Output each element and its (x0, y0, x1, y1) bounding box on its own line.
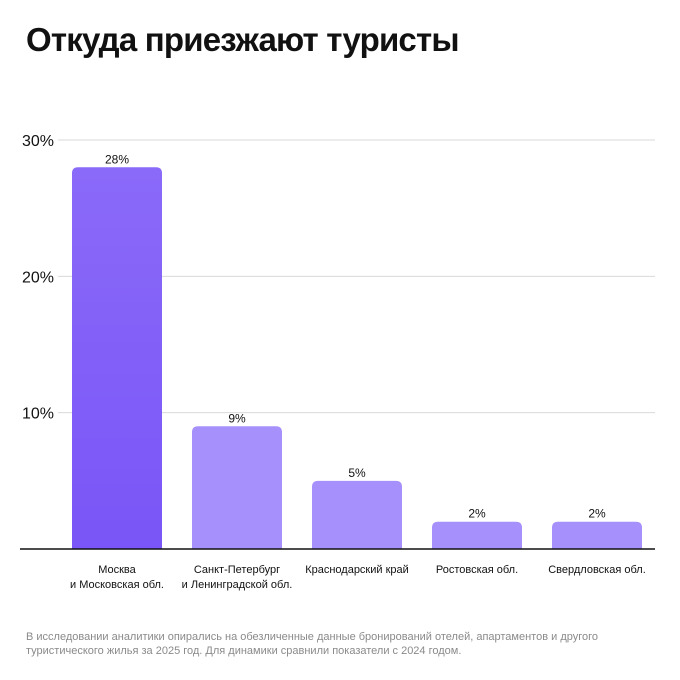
value-labels: 28% 9% 5% 2% 2% (105, 152, 606, 520)
bar-value-label: 9% (228, 411, 246, 425)
chart-title: Откуда приезжают туристы (26, 21, 460, 58)
bars (72, 167, 642, 549)
y-tick-label: 30% (22, 133, 54, 150)
y-tick-label: 20% (22, 269, 54, 286)
bar (552, 521, 642, 549)
bar-value-label: 5% (348, 466, 366, 480)
bar (72, 167, 162, 549)
category-labels: Москва и Московская обл. Санкт-Петербург и … (70, 564, 646, 591)
bar (312, 480, 402, 549)
bar-value-label: 2% (468, 507, 486, 521)
footnote: В исследовании аналитики опирались на об… (26, 631, 599, 657)
category-label: Ростовская обл. (436, 564, 518, 576)
category-label: Москва (98, 564, 136, 576)
bar (192, 426, 282, 549)
category-label: Санкт-Петербург (194, 564, 280, 576)
bar-value-label: 2% (588, 507, 606, 521)
y-axis-ticks: 10% 20% 30% (22, 133, 54, 423)
category-label: и Ленинградской обл. (182, 579, 293, 591)
category-label: и Московская обл. (70, 579, 164, 591)
bar-value-label: 28% (105, 152, 129, 166)
category-label: Свердловская обл. (548, 564, 646, 576)
bar (432, 521, 522, 549)
y-tick-label: 10% (22, 406, 54, 423)
category-label: Краснодарский край (305, 564, 409, 576)
